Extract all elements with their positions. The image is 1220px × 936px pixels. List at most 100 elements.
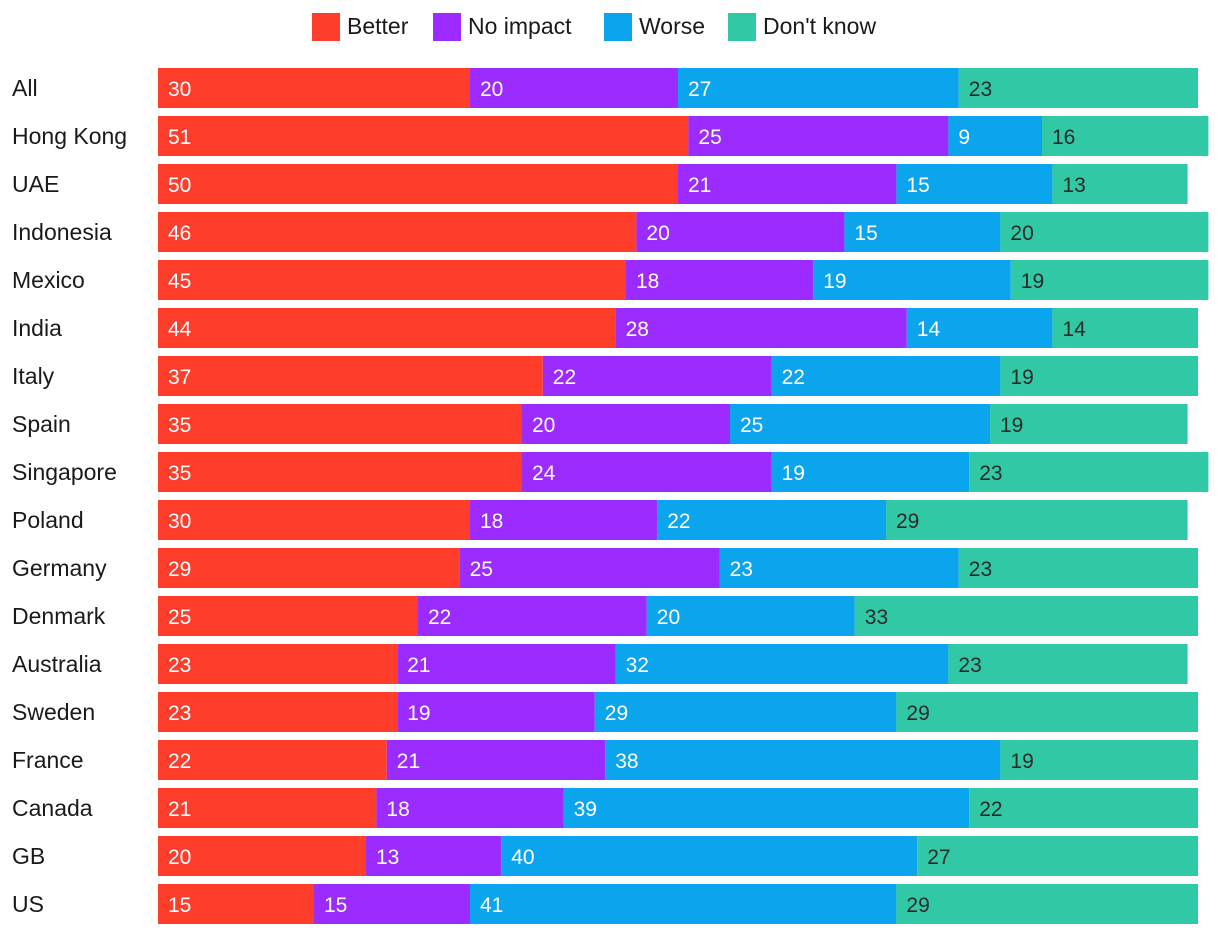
bar-italy-don-t-know <box>1000 356 1198 396</box>
bar-canada-worse <box>563 788 970 828</box>
legend-swatch-don-t-know <box>728 13 756 41</box>
value-label-canada-no-impact: 18 <box>386 798 409 821</box>
bar-singapore-no-impact <box>522 452 772 492</box>
bar-france-better <box>158 740 387 780</box>
legend: Better No impact Worse Don't know <box>312 13 876 41</box>
value-label-all-worse: 27 <box>688 78 711 101</box>
value-label-india-worse: 14 <box>917 318 941 341</box>
bar-germany-better <box>158 548 460 588</box>
bar-india-don-t-know <box>1052 308 1198 348</box>
bar-mexico-better <box>158 260 626 300</box>
bar-indonesia-don-t-know <box>1000 212 1209 252</box>
bar-germany-no-impact <box>459 548 720 588</box>
value-label-italy-better: 37 <box>168 366 191 389</box>
value-label-spain-don-t-know: 19 <box>1000 414 1023 437</box>
bar-australia-no-impact <box>397 644 616 684</box>
category-label-hong-kong: Hong Kong <box>12 123 127 149</box>
bar-us-no-impact <box>314 884 470 924</box>
value-label-gb-no-impact: 13 <box>376 846 399 869</box>
bar-denmark-no-impact <box>418 596 647 636</box>
bar-denmark-worse <box>646 596 855 636</box>
value-label-germany-better: 29 <box>168 558 191 581</box>
value-label-uae-don-t-know: 13 <box>1062 174 1085 197</box>
bar-denmark-better <box>158 596 418 636</box>
bar-italy-better <box>158 356 543 396</box>
bar-uae-no-impact <box>678 164 897 204</box>
value-label-australia-no-impact: 21 <box>407 654 430 677</box>
bar-denmark-don-t-know <box>854 596 1198 636</box>
value-label-india-no-impact: 28 <box>626 318 649 341</box>
bar-sweden-no-impact <box>397 692 595 732</box>
bar-canada-no-impact <box>376 788 564 828</box>
value-label-poland-worse: 22 <box>667 510 690 533</box>
bar-poland-don-t-know <box>886 500 1188 540</box>
bar-spain-no-impact <box>522 404 730 444</box>
legend-label-don-t-know: Don't know <box>763 13 876 39</box>
category-label-denmark: Denmark <box>12 603 106 629</box>
value-label-sweden-don-t-know: 29 <box>906 702 929 725</box>
value-label-us-better: 15 <box>168 894 191 917</box>
value-label-all-don-t-know: 23 <box>969 78 992 101</box>
bar-indonesia-no-impact <box>636 212 845 252</box>
value-label-hong-kong-no-impact: 25 <box>698 126 721 149</box>
category-label-uae: UAE <box>12 171 59 197</box>
value-label-poland-don-t-know: 29 <box>896 510 919 533</box>
bar-singapore-better <box>158 452 522 492</box>
value-label-hong-kong-worse: 9 <box>958 126 970 149</box>
value-label-hong-kong-better: 51 <box>168 126 191 149</box>
bar-india-better <box>158 308 616 348</box>
bar-indonesia-worse <box>844 212 1001 252</box>
bar-poland-worse <box>657 500 886 540</box>
bar-australia-don-t-know <box>948 644 1188 684</box>
value-label-canada-don-t-know: 22 <box>979 798 1002 821</box>
value-label-denmark-no-impact: 22 <box>428 606 451 629</box>
bar-gb-worse <box>501 836 918 876</box>
category-label-spain: Spain <box>12 411 71 437</box>
value-label-indonesia-don-t-know: 20 <box>1010 222 1033 245</box>
legend-label-worse: Worse <box>639 13 705 39</box>
value-label-us-no-impact: 15 <box>324 894 347 917</box>
value-label-indonesia-better: 46 <box>168 222 191 245</box>
value-label-uae-better: 50 <box>168 174 191 197</box>
bar-germany-don-t-know <box>958 548 1198 588</box>
value-label-italy-worse: 22 <box>782 366 805 389</box>
bar-italy-worse <box>771 356 1001 396</box>
bar-hong-kong-no-impact <box>688 116 949 156</box>
value-label-gb-better: 20 <box>168 846 191 869</box>
category-labels: All Hong Kong UAE Indonesia Mexico India Italy… <box>12 75 127 917</box>
bar-spain-better <box>158 404 522 444</box>
value-label-singapore-don-t-know: 23 <box>979 462 1002 485</box>
category-label-mexico: Mexico <box>12 267 85 293</box>
bar-hong-kong-don-t-know <box>1042 116 1209 156</box>
value-label-france-worse: 38 <box>615 750 638 773</box>
value-label-spain-better: 35 <box>168 414 191 437</box>
bar-gb-don-t-know <box>917 836 1198 876</box>
value-label-mexico-better: 45 <box>168 270 191 293</box>
bar-us-better <box>158 884 314 924</box>
bar-sweden-don-t-know <box>896 692 1198 732</box>
bar-sweden-better <box>158 692 398 732</box>
value-label-mexico-don-t-know: 19 <box>1021 270 1044 293</box>
bar-hong-kong-worse <box>948 116 1042 156</box>
value-label-poland-better: 30 <box>168 510 191 533</box>
bar-gb-no-impact <box>366 836 502 876</box>
value-label-spain-worse: 25 <box>740 414 763 437</box>
value-label-all-better: 30 <box>168 78 191 101</box>
bar-poland-no-impact <box>470 500 658 540</box>
bar-us-don-t-know <box>896 884 1198 924</box>
value-label-singapore-no-impact: 24 <box>532 462 556 485</box>
bar-singapore-worse <box>771 452 970 492</box>
bar-spain-don-t-know <box>990 404 1188 444</box>
value-label-all-no-impact: 20 <box>480 78 503 101</box>
value-label-spain-no-impact: 20 <box>532 414 555 437</box>
category-label-france: France <box>12 747 84 773</box>
bar-uae-don-t-know <box>1052 164 1188 204</box>
bar-italy-no-impact <box>542 356 772 396</box>
value-label-germany-worse: 23 <box>730 558 753 581</box>
value-label-mexico-no-impact: 18 <box>636 270 659 293</box>
value-label-uae-worse: 15 <box>906 174 929 197</box>
category-label-india: India <box>12 315 62 341</box>
value-label-sweden-worse: 29 <box>605 702 628 725</box>
bar-poland-better <box>158 500 470 540</box>
value-label-germany-don-t-know: 23 <box>969 558 992 581</box>
